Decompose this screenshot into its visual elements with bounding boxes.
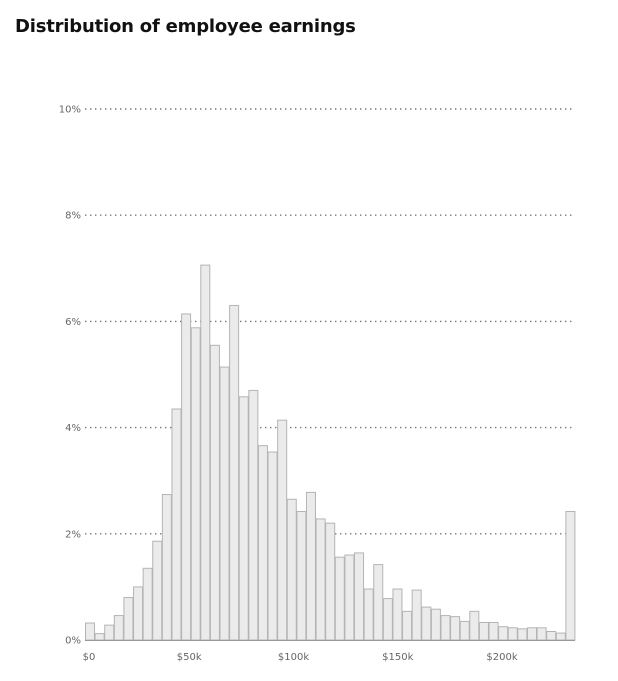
histogram-bar — [209, 344, 220, 641]
histogram-bar — [507, 627, 518, 641]
histogram-bar — [373, 564, 384, 641]
x-tick-label: $0 — [83, 652, 96, 663]
y-tick-label: 0% — [65, 636, 81, 647]
histogram-bar — [219, 366, 230, 641]
histogram-bar — [123, 597, 134, 641]
y-tick-label: 6% — [65, 317, 81, 328]
histogram-bar — [363, 588, 374, 641]
histogram-bar — [546, 631, 557, 641]
histogram-bar — [286, 498, 297, 641]
histogram-bar — [85, 622, 96, 641]
x-tick-label: $100k — [278, 652, 309, 663]
y-tick-label: 4% — [65, 423, 81, 434]
histogram-bar — [488, 621, 499, 641]
histogram-bar — [94, 633, 105, 641]
histogram-bar — [248, 389, 259, 641]
bars — [85, 264, 576, 641]
histogram-bar — [334, 556, 345, 641]
histogram-bar — [296, 511, 307, 641]
chart-title: Distribution of employee earnings — [15, 16, 356, 37]
histogram-bar — [325, 522, 336, 641]
histogram-bar — [133, 586, 144, 641]
histogram-bar — [498, 626, 509, 641]
x-tick-label: $200k — [486, 652, 517, 663]
histogram-bar — [113, 615, 124, 641]
histogram-bar — [171, 408, 182, 641]
histogram-bar — [257, 445, 268, 641]
histogram-bar — [421, 606, 432, 641]
y-tick-label: 2% — [65, 529, 81, 540]
histogram-bar — [152, 540, 163, 641]
histogram-bar — [229, 304, 240, 641]
histogram-bar — [536, 627, 547, 641]
histogram-bar — [555, 632, 566, 641]
histogram-bar — [190, 327, 201, 641]
histogram-bar — [161, 494, 172, 641]
histogram-bar — [392, 588, 403, 641]
histogram-bar — [402, 610, 413, 641]
histogram-bar — [181, 313, 192, 641]
histogram-bar — [305, 491, 316, 641]
histogram-bar — [478, 621, 489, 641]
histogram-bar — [200, 264, 211, 641]
histogram-bar — [382, 598, 393, 641]
histogram-bar — [459, 620, 470, 641]
x-tick-label: $50k — [177, 652, 202, 663]
histogram-bar — [267, 451, 278, 641]
y-tick-label: 8% — [65, 211, 81, 222]
axes: 0% 2% 4% 6% 8% 10% $0 $50k $100k $150k $200k — [59, 105, 575, 663]
histogram-bar — [565, 511, 576, 641]
histogram-bar — [430, 608, 441, 641]
histogram-bar — [469, 610, 480, 641]
histogram-bar — [354, 552, 365, 641]
histogram-bar — [277, 419, 288, 641]
histogram-bar — [238, 396, 249, 641]
x-tick-label: $150k — [382, 652, 413, 663]
histogram-bar — [315, 518, 326, 641]
y-tick-label: 10% — [59, 105, 81, 116]
histogram-bar — [344, 554, 355, 641]
histogram-bar — [517, 628, 528, 641]
histogram-bar — [450, 616, 461, 641]
gridlines — [85, 108, 575, 535]
histogram-bar — [104, 624, 115, 641]
histogram-bar — [411, 589, 422, 641]
histogram-bar — [440, 615, 451, 641]
histogram-bar — [526, 627, 537, 641]
histogram-bar — [142, 567, 153, 641]
